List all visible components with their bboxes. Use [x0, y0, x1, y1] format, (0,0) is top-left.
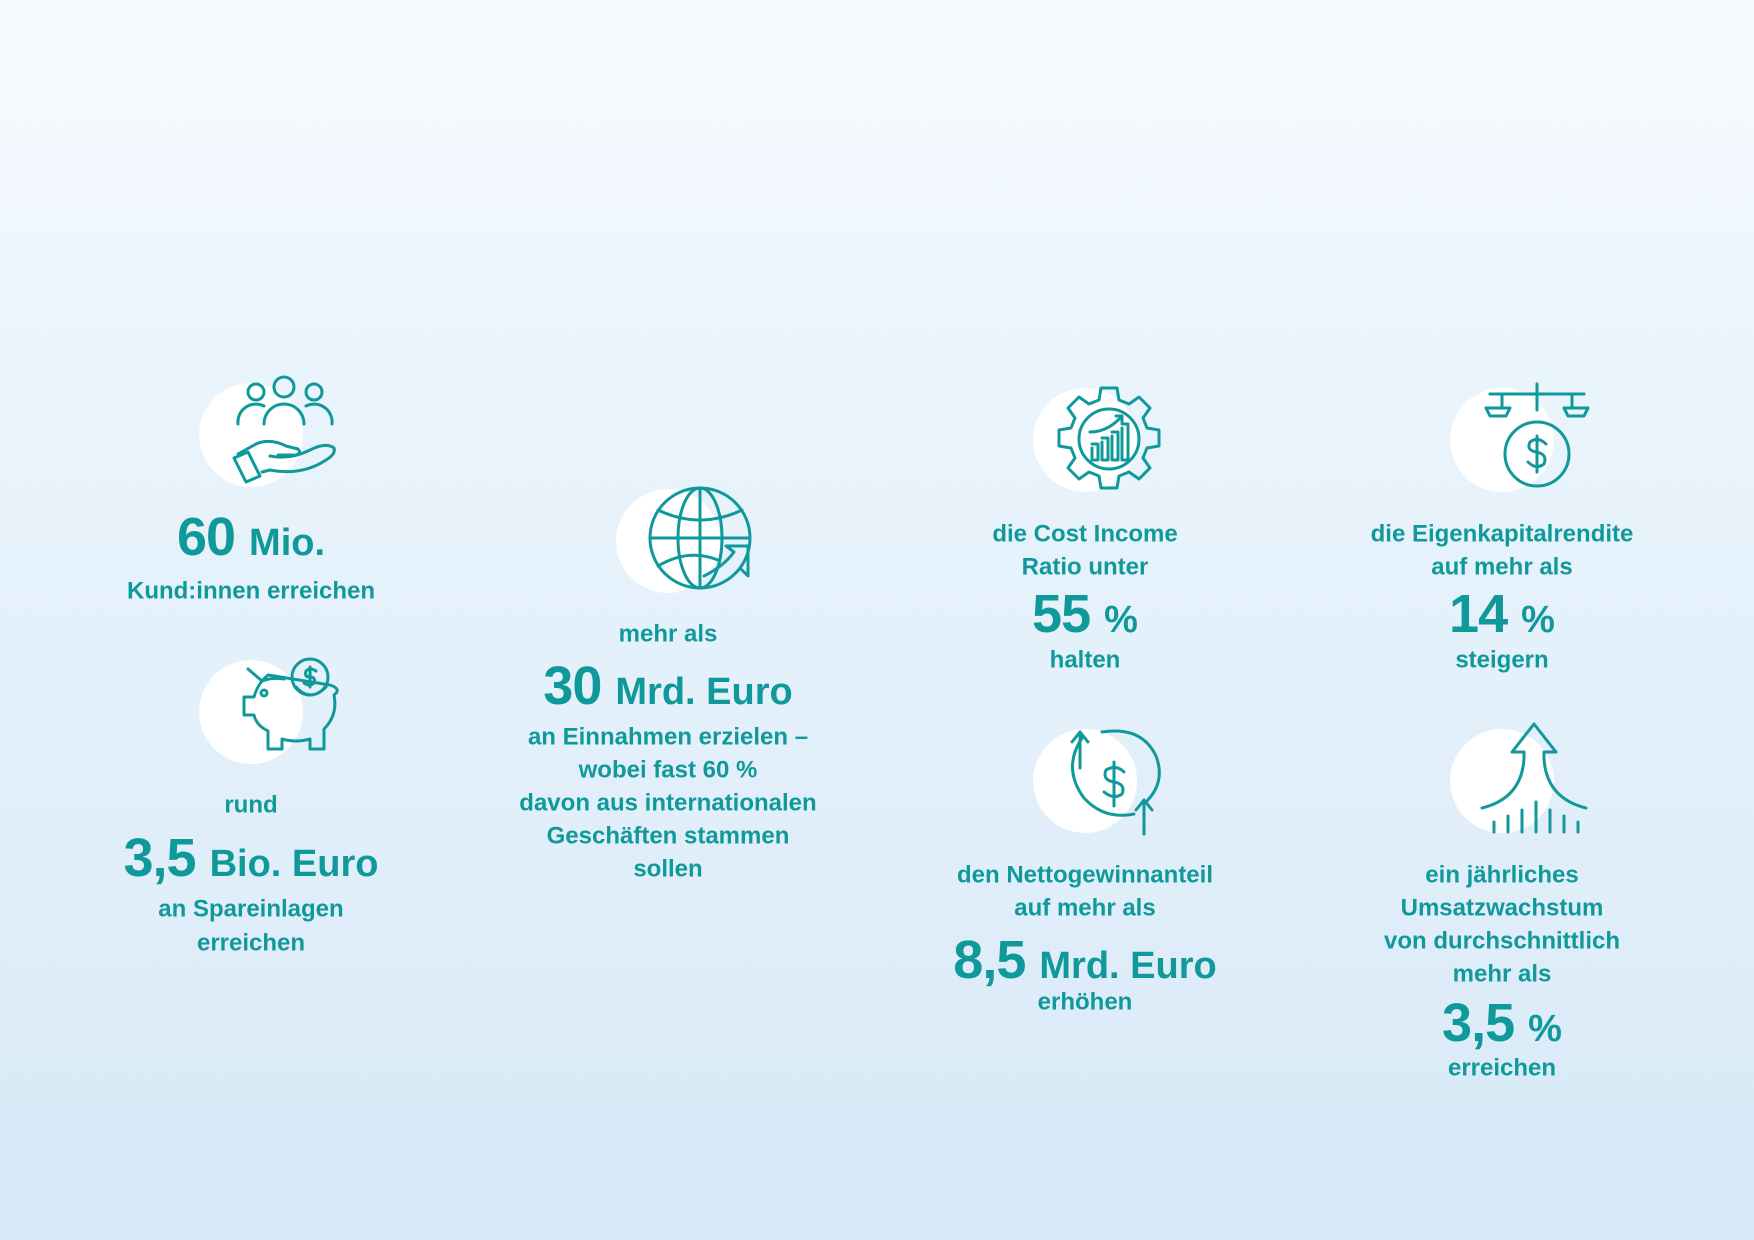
stat-intro: rund [224, 791, 278, 819]
stat-intro: die Eigenkapitalrendite [1370, 520, 1634, 548]
stat-intro: die Cost Income [992, 520, 1178, 548]
stat-intro: mehr als [1452, 960, 1552, 988]
globe-arrow-icon [648, 486, 752, 590]
dollar-cycle-icon [1070, 729, 1161, 836]
scale-dollar-icon [1484, 382, 1590, 488]
stat-description: an Einnahmen erzielen – [527, 723, 809, 751]
stat-description: sollen [633, 855, 703, 883]
stat-intro: auf mehr als [1431, 553, 1573, 581]
stat-description: erhöhen [1037, 988, 1133, 1016]
stat-description: Geschäften stammen [546, 822, 790, 850]
stat-intro: den Nettogewinnanteil [956, 861, 1213, 889]
stat-intro: Ratio unter [1021, 553, 1149, 581]
stat-value: 14 % [1449, 584, 1555, 644]
stat-description: wobei fast 60 % [578, 756, 758, 784]
stat-description: erreichen [196, 929, 306, 957]
stat-value: 3,5 % [1442, 993, 1562, 1053]
stat-description: davon aus internationalen [519, 789, 817, 817]
stat-intro: ein jährliches [1425, 861, 1579, 889]
stat-value: 30 Mrd. Euro [543, 656, 793, 716]
stat-intro: Umsatzwachstum [1400, 894, 1604, 922]
stat-intro: auf mehr als [1014, 894, 1156, 922]
growth-arrow-icon [1480, 722, 1588, 834]
people-in-hand-icon [232, 375, 336, 484]
stat-value: 60 Mio. [176, 507, 326, 567]
stat-description: Kund:innen erreichen [126, 577, 376, 605]
stat-description: steigern [1455, 646, 1549, 674]
stat-intro: mehr als [618, 620, 718, 648]
icon-backdrop [199, 383, 303, 487]
stat-description: erreichen [1447, 1054, 1557, 1082]
stat-intro: von durchschnittlich [1383, 927, 1620, 955]
piggy-bank-icon [242, 657, 339, 751]
stat-description: halten [1049, 646, 1121, 674]
stat-value: 3,5 Bio. Euro [123, 828, 379, 888]
stat-value: 55 % [1032, 584, 1138, 644]
stat-value: 8,5 Mrd. Euro [953, 930, 1217, 990]
gear-chart-icon [1057, 386, 1161, 490]
stat-description: an Spareinlagen [158, 895, 344, 923]
